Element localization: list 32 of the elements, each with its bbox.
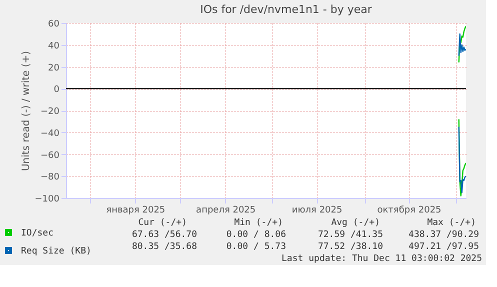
text: Cur (-/+)	[138, 218, 187, 228]
text: 438.37 /90.29	[408, 230, 479, 240]
text: Min (-/+)	[234, 218, 283, 228]
y-tick-label: −60	[40, 150, 60, 161]
line-series	[458, 33, 466, 56]
text: 77.52 /38.10	[318, 242, 383, 252]
legend-label: IO/sec	[21, 228, 54, 238]
text: 67.63 /56.70	[132, 230, 197, 240]
line-series	[458, 26, 466, 63]
text: 72.59 /41.35	[318, 230, 383, 240]
y-tick-label: 40	[48, 41, 60, 52]
y-tick-label: −20	[40, 107, 60, 117]
text: 497.21 /97.95	[408, 242, 479, 252]
text: 80.35 /35.68	[132, 242, 197, 252]
x-tick-label: апреля 2025	[196, 206, 256, 216]
text: Max (-/+)	[427, 218, 476, 228]
legend-label: Req Size (KB)	[21, 246, 92, 256]
chart-title: IOs for /dev/nvme1n1 - by year	[200, 3, 372, 16]
x-tick-label: января 2025	[106, 206, 166, 216]
y-tick-label: −100	[34, 194, 60, 204]
y-axis-title: Units read (-) / write (+)	[20, 50, 32, 172]
text: Avg (-/+)	[331, 218, 380, 228]
x-tick-label: июля 2025	[292, 206, 342, 216]
y-tick-label: 60	[48, 20, 60, 30]
x-tick-label: октября 2025	[377, 206, 442, 216]
text: 0.00 / 5.73	[226, 242, 286, 252]
y-tick-label: −40	[40, 128, 60, 139]
text: 0.00 / 8.06	[226, 230, 286, 240]
y-tick-label: 0	[54, 85, 60, 96]
text: Last update: Thu Dec 11 03:00:02 2025	[282, 254, 482, 264]
y-tick-label: −80	[40, 172, 60, 183]
y-tick-label: 20	[48, 63, 60, 74]
